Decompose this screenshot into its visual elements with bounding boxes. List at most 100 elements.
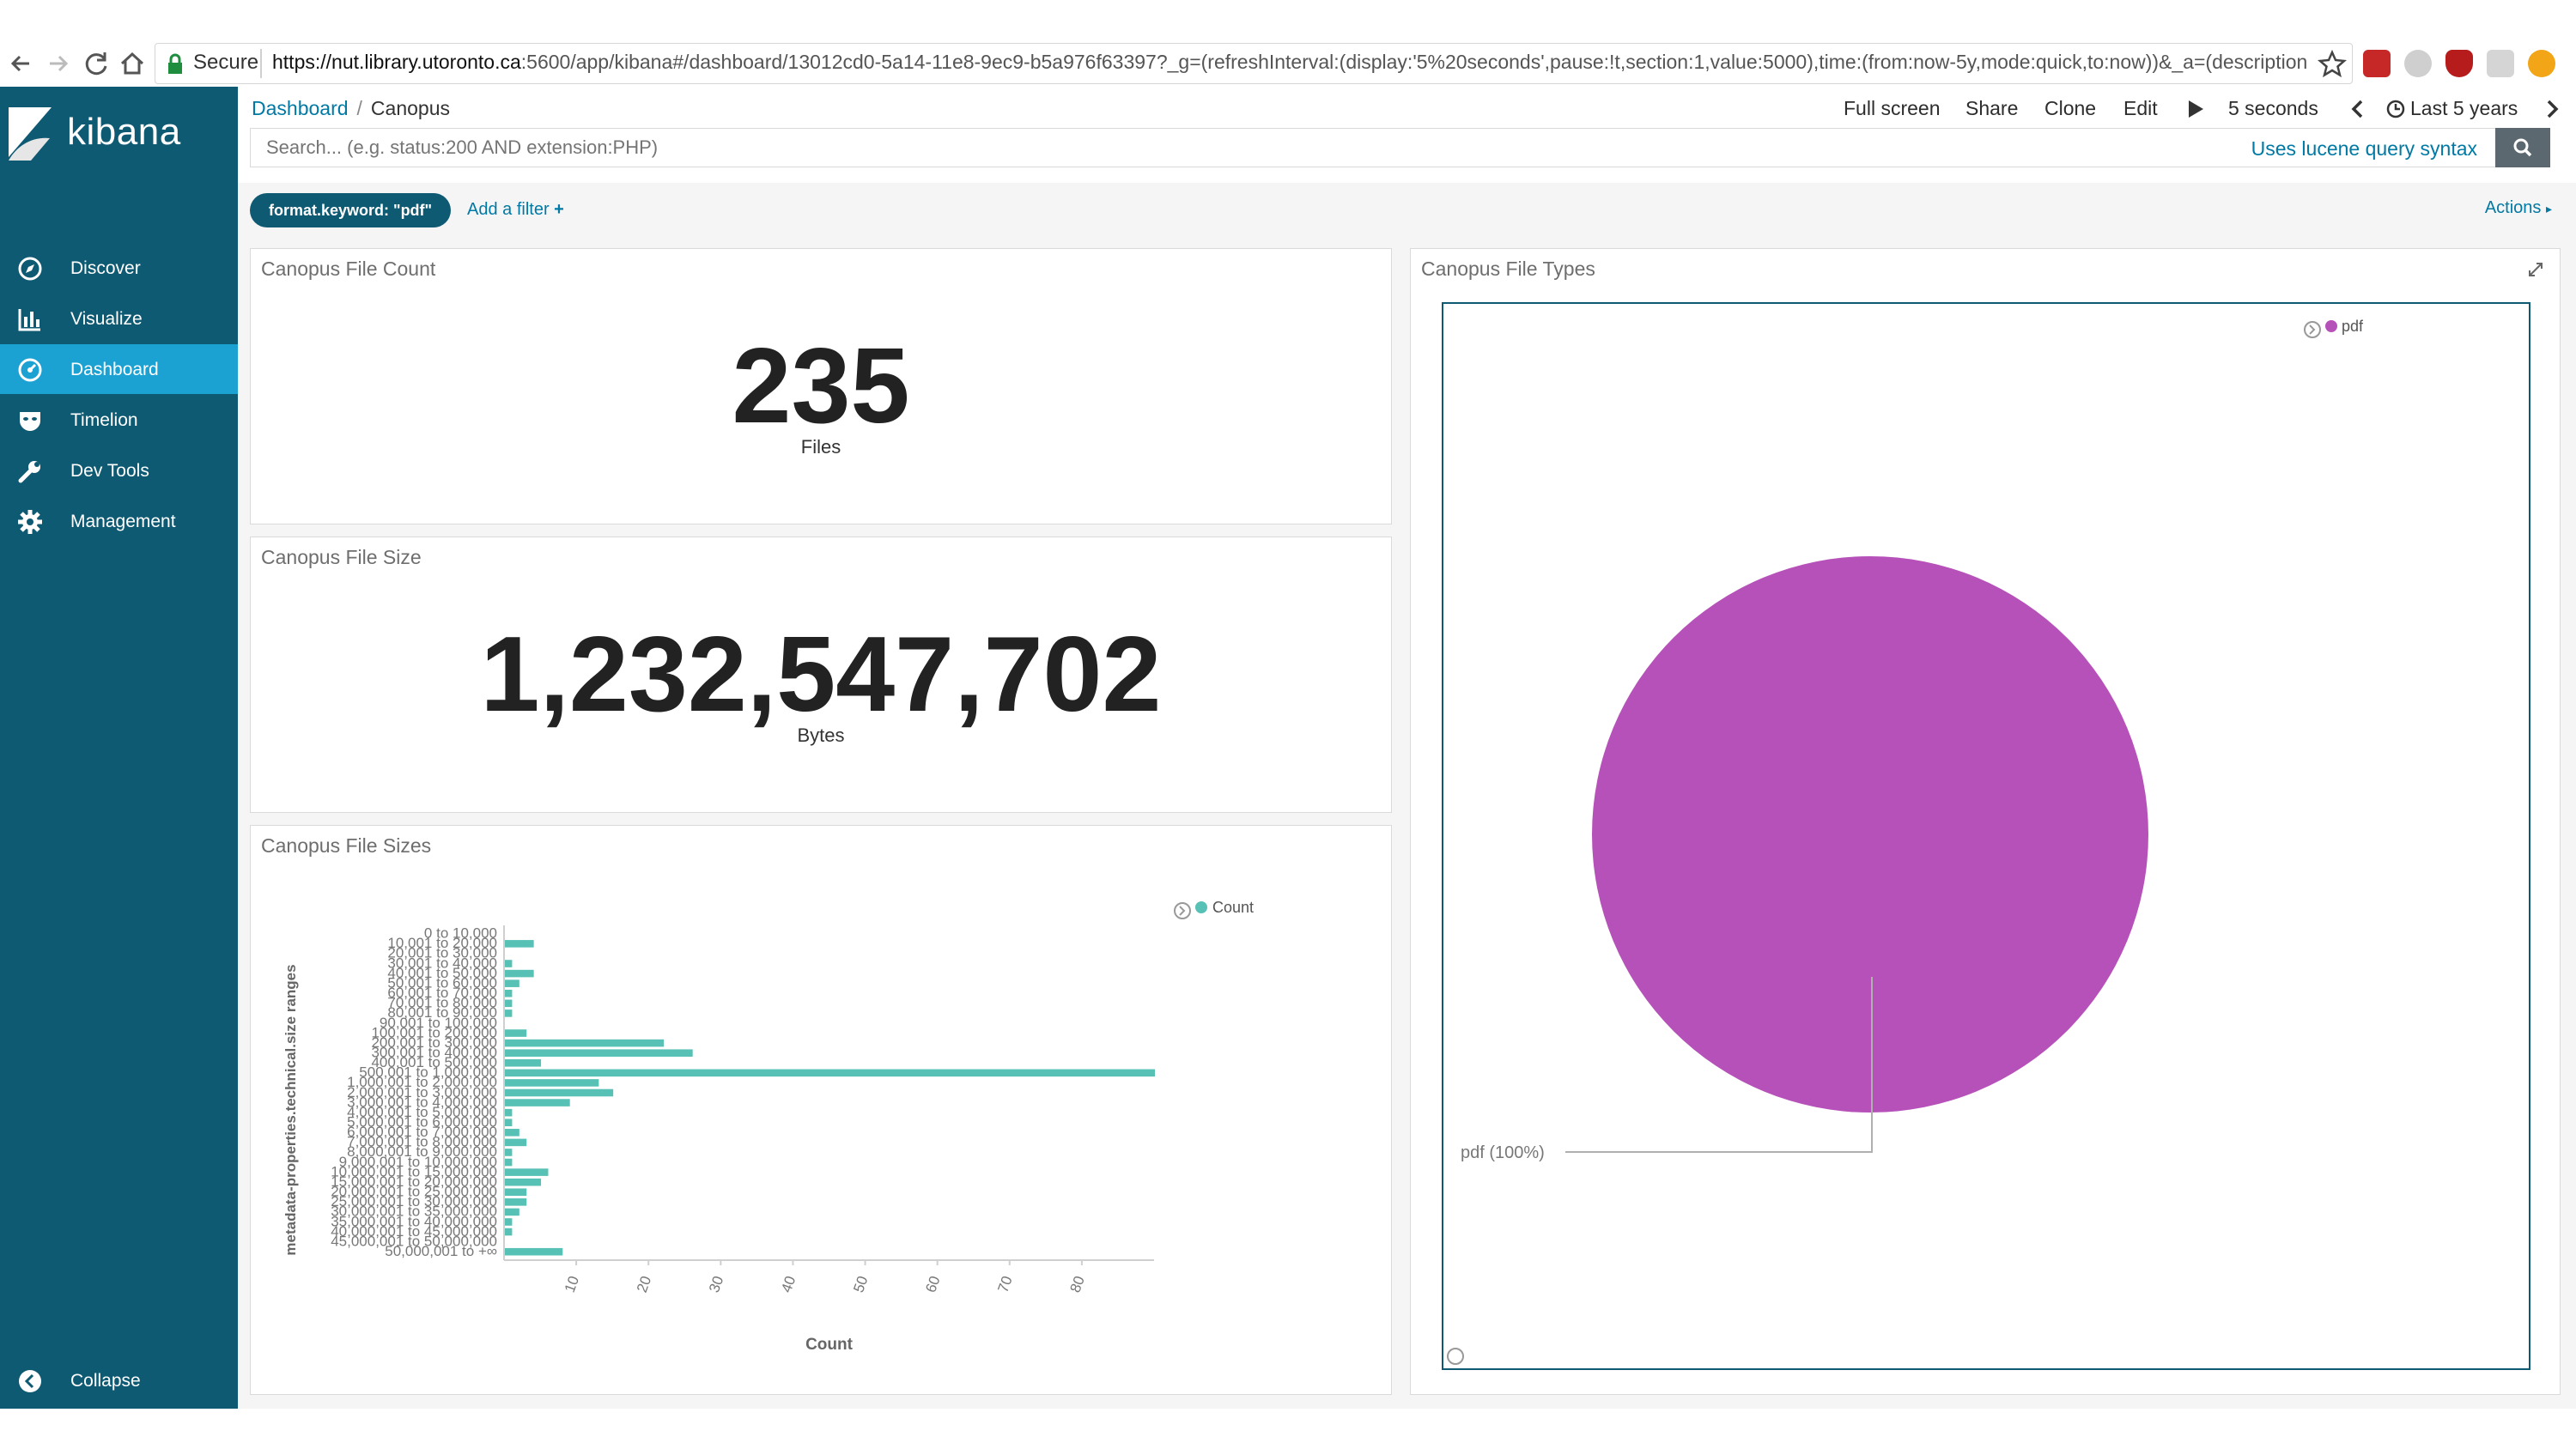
caret-right-icon: ▸ xyxy=(2545,202,2552,215)
time-range-picker[interactable]: Last 5 years xyxy=(2410,97,2518,119)
dashboard-grid: Canopus File Count 235 Files Canopus Fil… xyxy=(238,236,2576,1409)
x-tick-label: 30 xyxy=(706,1274,726,1294)
kibana-logo-icon[interactable] xyxy=(7,106,55,162)
bar xyxy=(505,1178,542,1186)
sidebar-item-label: Timelion xyxy=(70,410,138,430)
slice-leader-line xyxy=(1565,977,1873,1153)
bar xyxy=(505,1069,1155,1077)
panel-title: Canopus File Sizes xyxy=(261,834,432,857)
y-tick-label: 15,000,001 to 20,000,000 xyxy=(331,1173,497,1190)
legend-swatch xyxy=(2325,320,2337,332)
lock-icon xyxy=(166,53,185,76)
y-tick-label: 3,000,001 to 4,000,000 xyxy=(347,1094,497,1110)
address-bar[interactable]: Secure https://nut.library.utoronto.ca:5… xyxy=(155,43,2353,84)
reload-icon[interactable] xyxy=(81,48,112,79)
legend-label: pdf xyxy=(2342,318,2364,335)
legend-label: Count xyxy=(1212,899,1254,916)
compass-icon xyxy=(17,256,43,282)
panel-file-sizes: Canopus File Sizes 0 to 10,000 10,001 to … xyxy=(250,825,1392,1395)
x-tick-label: 20 xyxy=(634,1274,654,1294)
brand-name: kibana xyxy=(67,111,181,153)
y-tick-label: 30,001 to 40,000 xyxy=(387,955,497,971)
calendar-extension-icon[interactable] xyxy=(2363,50,2391,77)
y-tick-label: 10,001 to 20,000 xyxy=(387,935,497,951)
bookmark-star-icon[interactable] xyxy=(2318,49,2347,78)
y-tick-label: 500,001 to 1,000,000 xyxy=(359,1064,497,1081)
page-bottom-strip xyxy=(0,1409,2576,1449)
time-forward-chevron-icon[interactable] xyxy=(2546,100,2560,118)
circle-extension-icon[interactable] xyxy=(2528,50,2555,77)
y-tick-label: 400,001 to 500,000 xyxy=(371,1054,497,1070)
y-tick-label: 60,001 to 70,000 xyxy=(387,985,497,1001)
sidebar-item-visualize[interactable]: Visualize xyxy=(0,294,238,343)
actions-menu-button[interactable]: Actions ▸ xyxy=(2485,198,2552,218)
y-tick-label: 0 to 10,000 xyxy=(424,925,497,942)
url-path: :5600/app/kibana#/dashboard/13012cd0-5a1… xyxy=(520,51,2307,73)
home-icon[interactable] xyxy=(117,48,148,79)
bar xyxy=(505,1119,513,1127)
sidebar-item-label: Management xyxy=(70,512,176,531)
bar xyxy=(505,1168,549,1176)
filter-bar: format.keyword: "pdf" Add a filter + Act… xyxy=(238,183,2576,236)
dashboard-icon xyxy=(17,357,43,383)
file-types-pie-chart: pdf (100%) pdf xyxy=(1447,318,2364,1365)
sidebar-item-label: Discover xyxy=(70,258,141,278)
sidebar-item-discover[interactable]: Discover xyxy=(0,243,238,293)
expand-panel-icon[interactable] xyxy=(2527,261,2544,278)
bar-chart-icon xyxy=(17,306,43,332)
url-host: https://nut.library.utoronto.ca xyxy=(272,51,521,73)
cloud-extension-icon[interactable] xyxy=(2404,50,2432,77)
plus-icon: + xyxy=(554,200,564,219)
sidebar-item-dev-tools[interactable]: Dev Tools xyxy=(0,446,238,495)
back-arrow-icon[interactable] xyxy=(5,48,36,79)
forward-arrow-icon[interactable] xyxy=(43,48,74,79)
sidebar-item-timelion[interactable]: Timelion xyxy=(0,395,238,445)
bar xyxy=(505,999,513,1008)
y-tick-label: 6,000,001 to 7,000,000 xyxy=(347,1124,497,1140)
sidebar-item-dashboard[interactable]: Dashboard xyxy=(0,344,238,394)
y-tick-label: 50,000,001 to +∞ xyxy=(385,1243,497,1259)
ublock-shield-icon[interactable] xyxy=(2445,50,2473,77)
add-filter-label: Add a filter xyxy=(467,200,550,219)
play-icon[interactable] xyxy=(2187,100,2204,118)
add-filter-button[interactable]: Add a filter + xyxy=(467,200,564,220)
y-tick-label: 50,001 to 60,000 xyxy=(387,974,497,991)
pie-chart-frame: pdf (100%) pdf xyxy=(1442,302,2530,1370)
y-tick-label: 200,001 to 300,000 xyxy=(371,1034,497,1051)
collapse-arrow-icon xyxy=(17,1368,43,1394)
bar xyxy=(505,1218,513,1226)
y-tick-label: 8,000,001 to 9,000,000 xyxy=(347,1143,497,1160)
bar xyxy=(505,1138,527,1147)
refresh-interval-button[interactable]: 5 seconds xyxy=(2228,97,2318,119)
full-screen-button[interactable]: Full screen xyxy=(1844,97,1941,119)
actions-label: Actions xyxy=(2484,198,2542,217)
url-text[interactable]: https://nut.library.utoronto.ca:5600/app… xyxy=(272,51,2307,74)
breadcrumb-dashboard-link[interactable]: Dashboard xyxy=(252,97,349,119)
x-tick-label: 10 xyxy=(562,1274,582,1294)
y-tick-label: 40,000,001 to 45,000,000 xyxy=(331,1223,497,1240)
x-tick-label: 40 xyxy=(778,1274,799,1294)
sidebar-item-label: Visualize xyxy=(70,309,143,329)
sidebar-collapse-button[interactable]: Collapse xyxy=(0,1355,238,1405)
chart-legend: Count xyxy=(1174,899,1254,919)
y-tick-label: 20,000,001 to 25,000,000 xyxy=(331,1184,497,1200)
lucene-syntax-link[interactable]: Uses lucene query syntax xyxy=(2251,137,2477,160)
clock-icon xyxy=(2386,100,2405,118)
bar xyxy=(505,1228,513,1236)
sidebar-item-management[interactable]: Management xyxy=(0,496,238,546)
time-back-chevron-icon[interactable] xyxy=(2350,100,2364,118)
search-input[interactable] xyxy=(251,129,2226,167)
y-tick-label: 5,000,001 to 6,000,000 xyxy=(347,1114,497,1131)
pie-slice xyxy=(1592,556,2148,1113)
bar xyxy=(505,1188,527,1197)
search-button[interactable] xyxy=(2495,128,2550,167)
y-tick-label: 30,000,001 to 35,000,000 xyxy=(331,1203,497,1220)
puzzle-extension-icon[interactable] xyxy=(2487,50,2514,77)
clone-button[interactable]: Clone xyxy=(2044,97,2097,119)
gear-icon xyxy=(17,509,43,535)
edit-button[interactable]: Edit xyxy=(2123,97,2158,119)
filter-pill-format[interactable]: format.keyword: "pdf" xyxy=(250,193,452,227)
share-button[interactable]: Share xyxy=(1965,97,2019,119)
x-axis-title: Count xyxy=(805,1336,854,1354)
dashboard-topbar: Dashboard / Canopus Full screen Share Clon… xyxy=(238,87,2576,183)
